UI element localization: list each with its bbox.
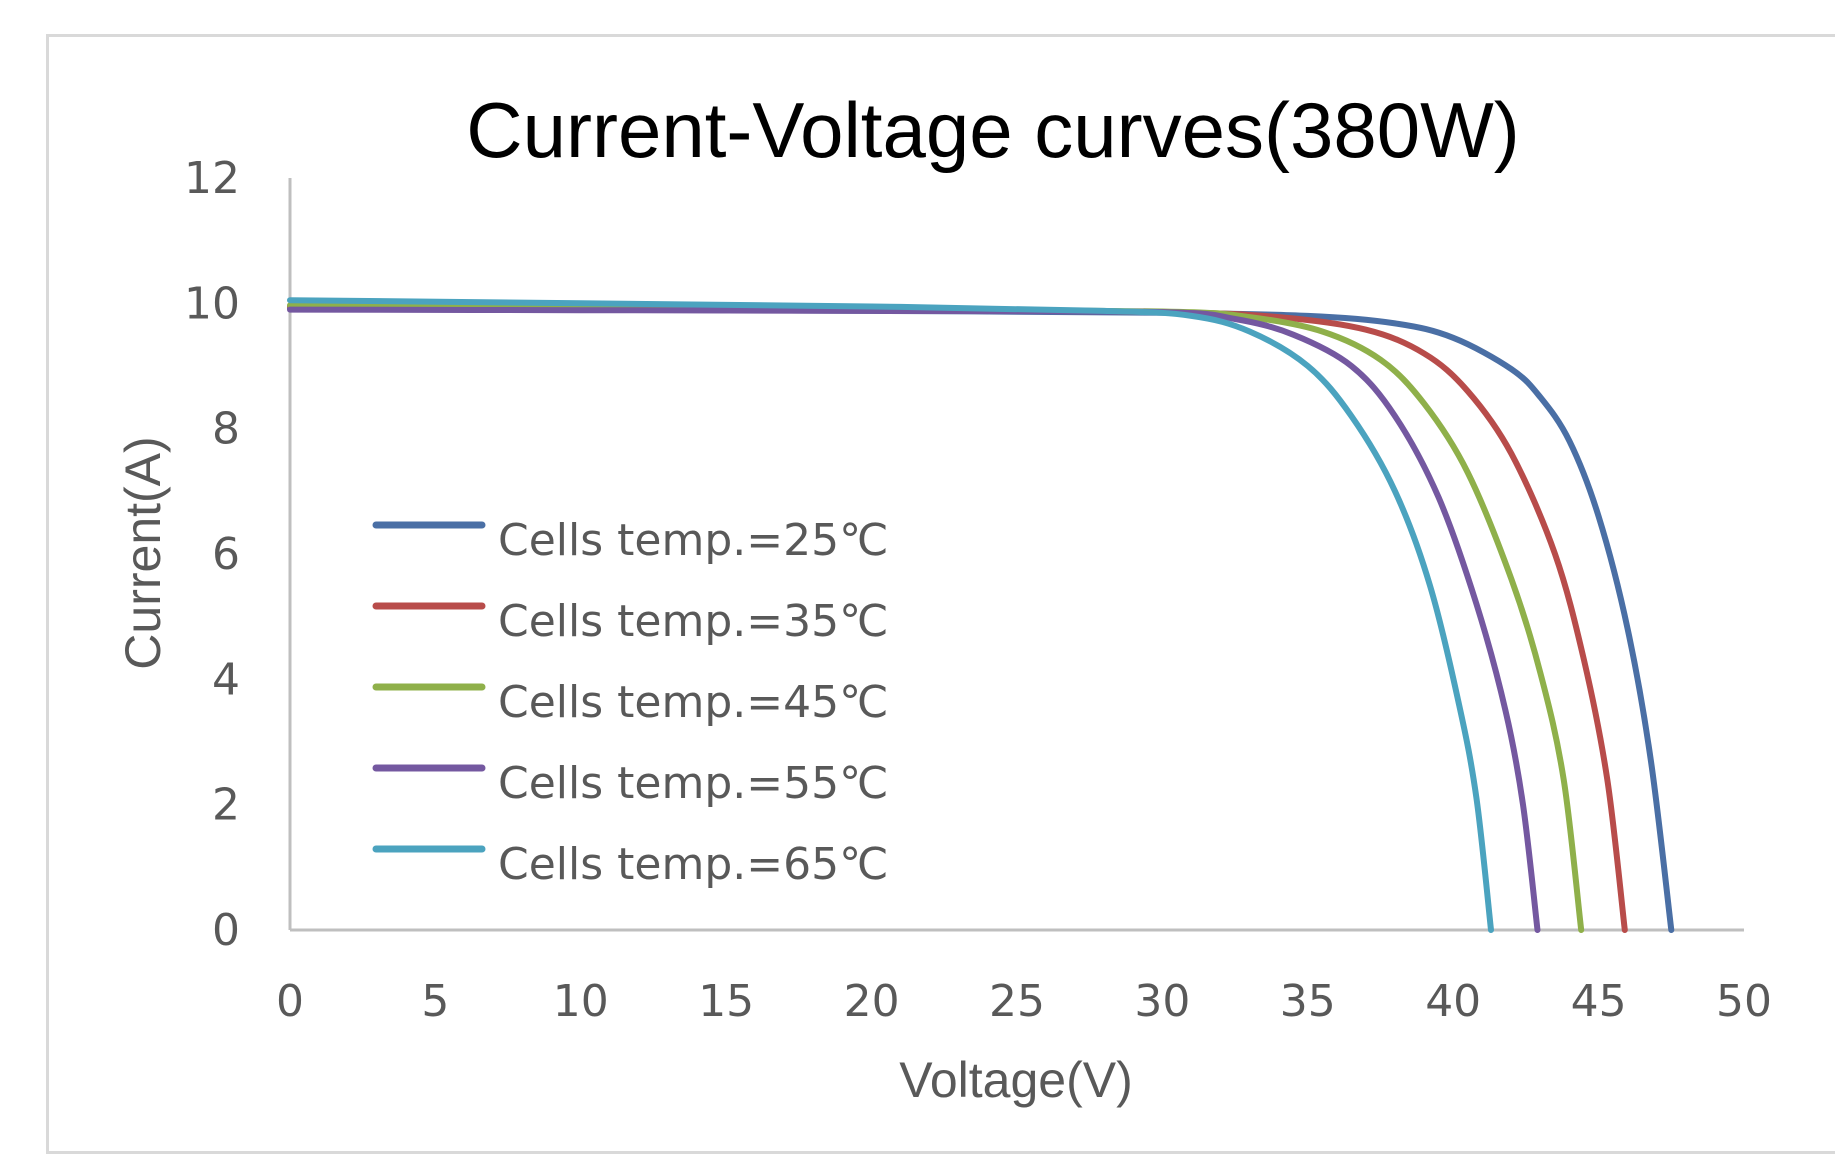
y-tick-label: 8 — [212, 404, 240, 455]
x-tick-label: 0 — [276, 976, 304, 1027]
x-axis-title: Voltage(V) — [899, 1052, 1132, 1108]
series-line-5 — [287, 297, 1494, 933]
legend-label-1: Cells temp.=25℃ — [498, 515, 889, 566]
series-lines — [287, 297, 1675, 933]
x-tick-labels: 0 5 10 15 20 25 30 35 40 45 50 — [276, 976, 1772, 1027]
y-tick-label: 2 — [212, 780, 240, 831]
legend-label-5: Cells temp.=65℃ — [498, 839, 889, 890]
x-tick-label: 20 — [844, 976, 900, 1027]
x-tick-label: 30 — [1134, 976, 1190, 1027]
y-tick-label: 0 — [212, 905, 240, 956]
x-tick-label: 15 — [698, 976, 754, 1027]
x-tick-label: 45 — [1571, 976, 1627, 1027]
y-tick-label: 4 — [212, 654, 240, 705]
x-tick-label: 10 — [553, 976, 609, 1027]
x-tick-label: 40 — [1425, 976, 1481, 1027]
y-tick-label: 10 — [184, 278, 240, 329]
x-tick-label: 5 — [421, 976, 449, 1027]
series-line-3 — [287, 302, 1585, 933]
legend-label-2: Cells temp.=35℃ — [498, 596, 889, 647]
legend-label-4: Cells temp.=55℃ — [498, 758, 889, 809]
x-tick-label: 25 — [989, 976, 1045, 1027]
y-tick-labels: 0 2 4 6 8 10 12 — [184, 153, 240, 956]
chart-frame — [46, 34, 1835, 1154]
legend-label-3: Cells temp.=45℃ — [498, 677, 889, 728]
chart-title: Current-Voltage curves(380W) — [466, 86, 1519, 174]
series-line-4 — [287, 306, 1541, 933]
y-tick-label: 6 — [212, 529, 240, 580]
y-tick-label: 12 — [184, 153, 240, 204]
x-tick-label: 35 — [1280, 976, 1336, 1027]
y-axis-title: Current(A) — [115, 436, 171, 669]
x-tick-label: 50 — [1716, 976, 1772, 1027]
iv-curve-chart: Current-Voltage curves(380W) Current(A) … — [115, 86, 1772, 1108]
legend: Cells temp.=25℃ Cells temp.=35℃ Cells temp… — [372, 515, 889, 890]
